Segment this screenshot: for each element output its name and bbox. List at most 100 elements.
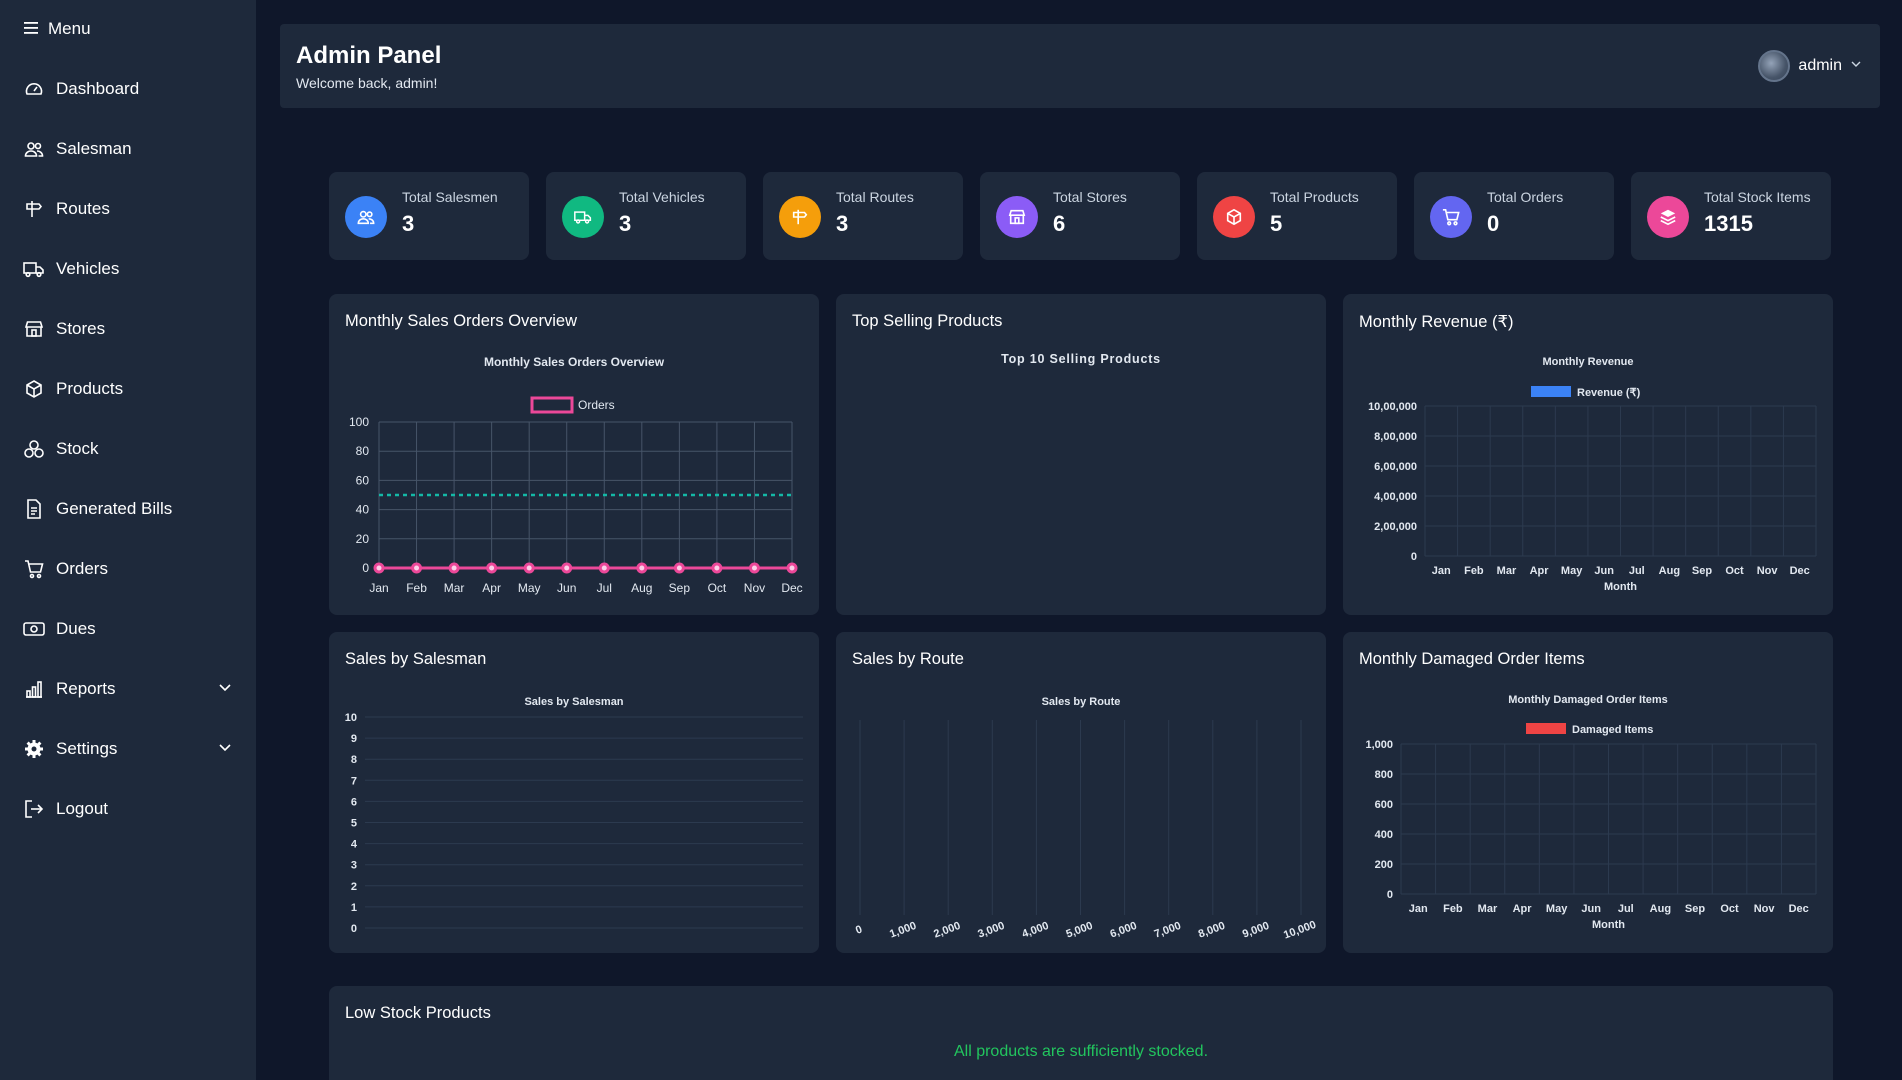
- stat-card-stores: Total Stores 6: [980, 172, 1180, 260]
- stat-value: 6: [1053, 211, 1066, 236]
- x-tick-label: Nov: [1757, 565, 1779, 577]
- sidebar-item-routes[interactable]: Routes: [0, 187, 256, 231]
- menu-toggle[interactable]: Menu: [24, 18, 91, 40]
- x-tick-label: Jan: [1432, 565, 1451, 577]
- y-tick-label: 6: [351, 796, 357, 808]
- y-tick-label: 3: [351, 860, 357, 872]
- y-tick-label: 10,00,000: [1368, 401, 1417, 413]
- welcome-message: Welcome back, admin!: [296, 75, 438, 91]
- data-point: [636, 562, 648, 574]
- sidebar-item-stores[interactable]: Stores: [0, 307, 256, 351]
- panel-title: Sales by Salesman: [345, 650, 487, 668]
- chart-icon: [22, 677, 46, 701]
- x-tick-label: Nov: [744, 581, 765, 595]
- x-tick-label: Jul: [1629, 565, 1645, 577]
- avatar: [1758, 50, 1791, 82]
- sidebar-item-dues[interactable]: Dues: [0, 607, 256, 651]
- x-tick-label: Sep: [1692, 565, 1712, 577]
- sidebar: Menu Dashboard Salesman Routes Vehicles …: [0, 0, 256, 1080]
- sidebar-item-vehicles[interactable]: Vehicles: [0, 247, 256, 291]
- store-icon: [22, 317, 46, 341]
- sidebar-item-label: Settings: [56, 739, 118, 758]
- panel-damaged-items: Monthly Damaged Order Items Monthly Dama…: [1343, 632, 1833, 953]
- chevron-down-icon[interactable]: [218, 739, 232, 759]
- panel-sales-by-salesman: Sales by Salesman Sales by Salesman 0 1 2 3 4…: [329, 632, 819, 953]
- sidebar-item-label: Reports: [56, 679, 116, 698]
- stat-card-routes: Total Routes 3: [763, 172, 963, 260]
- hamburger-icon: [24, 19, 38, 39]
- y-tick-label: 5: [351, 818, 357, 830]
- x-tick-label: May: [518, 581, 541, 595]
- users-icon: [345, 196, 387, 238]
- y-tick-label: 8,00,000: [1374, 431, 1417, 443]
- x-tick-label: Oct: [1725, 565, 1744, 577]
- x-tick-label: 1,000: [888, 920, 918, 941]
- cart-icon: [1430, 196, 1472, 238]
- y-tick-label: 6,00,000: [1374, 461, 1417, 473]
- panel-title: Top Selling Products: [852, 312, 1003, 330]
- x-tick-label: Aug: [1659, 565, 1680, 577]
- y-tick-label: 4,00,000: [1374, 491, 1417, 503]
- legend-swatch: [530, 396, 574, 414]
- sidebar-item-dashboard[interactable]: Dashboard: [0, 67, 256, 111]
- x-tick-label: Dec: [781, 581, 802, 595]
- menu-label: Menu: [48, 19, 91, 38]
- sidebar-item-settings[interactable]: Settings: [0, 727, 256, 771]
- x-tick-label: Jan: [1409, 903, 1428, 915]
- data-point: [561, 562, 573, 574]
- y-tick-label: 100: [349, 415, 369, 429]
- x-tick-label: 2,000: [932, 920, 962, 941]
- x-tick-label: Mar: [1497, 565, 1517, 577]
- logout-icon: [22, 797, 46, 821]
- stat-value: 3: [402, 211, 415, 236]
- sidebar-item-label: Routes: [56, 199, 110, 218]
- sidebar-item-label: Salesman: [56, 139, 132, 158]
- low-stock-message: All products are sufficiently stocked.: [953, 1043, 1209, 1060]
- data-point: [411, 562, 423, 574]
- sidebar-item-generated-bills[interactable]: Generated Bills: [0, 487, 256, 531]
- sidebar-item-label: Generated Bills: [56, 499, 173, 518]
- money-icon: [22, 617, 46, 641]
- sidebar-item-logout[interactable]: Logout: [0, 787, 256, 831]
- box-icon: [1213, 196, 1255, 238]
- route-bar-chart: Sales by Route 0 1,000 2,000 3,000 4,000 5,000…: [854, 696, 1318, 942]
- user-menu[interactable]: admin: [1758, 50, 1862, 82]
- data-point: [711, 562, 723, 574]
- legend-swatch: [1526, 723, 1566, 734]
- x-tick-label: Apr: [1513, 903, 1533, 915]
- box-icon: [22, 377, 46, 401]
- panel-top-selling: Top Selling Products Top 10 Selling Prod…: [836, 294, 1326, 615]
- sidebar-item-orders[interactable]: Orders: [0, 547, 256, 591]
- stat-label: Total Products: [1270, 189, 1359, 205]
- data-point: [748, 562, 760, 574]
- panel-title: Low Stock Products: [345, 1004, 491, 1022]
- x-tick-label: Apr: [1530, 565, 1550, 577]
- sidebar-item-reports[interactable]: Reports: [0, 667, 256, 711]
- sidebar-item-products[interactable]: Products: [0, 367, 256, 411]
- stat-label: Total Orders: [1487, 189, 1564, 205]
- y-tick-label: 0: [362, 561, 369, 575]
- x-tick-label: 5,000: [1064, 920, 1094, 941]
- y-tick-label: 1: [351, 902, 357, 914]
- x-axis-label: Month: [1604, 581, 1637, 593]
- chart-title: Top 10 Selling Products: [1001, 352, 1161, 366]
- sidebar-item-salesman[interactable]: Salesman: [0, 127, 256, 171]
- x-tick-label: 7,000: [1153, 920, 1183, 941]
- panel-sales-by-route: Sales by Route Sales by Route 0 1,000 2,000…: [836, 632, 1326, 953]
- legend-label: Revenue (₹): [1577, 387, 1641, 399]
- sidebar-item-label: Stores: [56, 319, 106, 338]
- y-tick-label: 40: [356, 503, 370, 517]
- sidebar-item-stock[interactable]: Stock: [0, 427, 256, 471]
- y-tick-label: 0: [1411, 551, 1417, 563]
- stat-label: Total Routes: [836, 189, 914, 205]
- chevron-down-icon: [1850, 57, 1862, 75]
- signpost-icon: [779, 196, 821, 238]
- stat-value: 1315: [1704, 211, 1753, 236]
- panel-low-stock: Low Stock Products All products are suff…: [329, 986, 1833, 1080]
- x-tick-label: Feb: [406, 581, 427, 595]
- panel-monthly-revenue: Monthly Revenue (₹) Monthly Revenue Reven…: [1343, 294, 1833, 615]
- x-tick-label: Mar: [1478, 903, 1498, 915]
- x-tick-label: Jul: [1618, 903, 1634, 915]
- stat-card-products: Total Products 5: [1197, 172, 1397, 260]
- chevron-down-icon[interactable]: [218, 679, 232, 699]
